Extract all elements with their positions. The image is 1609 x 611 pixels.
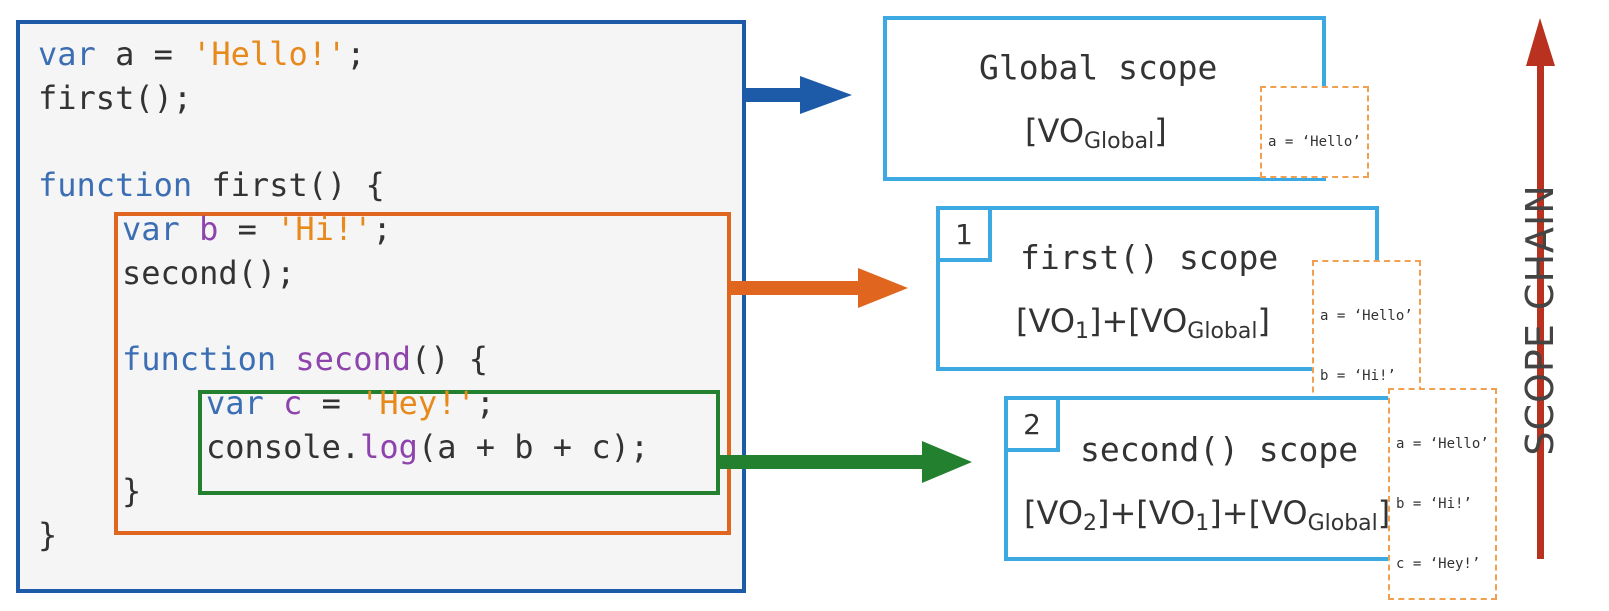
second-var-b: b = ‘Hi!’ (1396, 496, 1472, 512)
second-var-a: a = ‘Hello’ (1396, 436, 1489, 452)
global-scope-card: Global scope [VOGlobal] (883, 16, 1326, 181)
second-scope-card: 2 second() scope [VO2]+[VO1]+[VOGlobal] (1004, 396, 1447, 561)
second-scope-badge: 2 (1004, 396, 1060, 452)
code-line-4: var b = 'Hi!'; (122, 210, 392, 248)
second-function-scope-box (198, 390, 720, 495)
global-scope-title: Global scope (979, 48, 1218, 87)
first-var-b: b = ‘Hi!’ (1320, 368, 1396, 384)
second-scope-title: second() scope (1080, 430, 1359, 469)
global-arrow (746, 76, 852, 114)
first-scope-badge: 1 (936, 206, 992, 262)
code-line-7: var c = 'Hey!'; (206, 384, 495, 422)
second-arrow (720, 441, 972, 483)
code-line-6: function second() { (122, 340, 489, 378)
code-line-3: function first() { (38, 166, 385, 204)
global-code-box (16, 20, 746, 593)
first-vo-label: [VO1]+[VOGlobal] (1016, 302, 1270, 344)
code-line-1: var a = 'Hello!'; (38, 35, 366, 73)
global-vo-label: [VOGlobal] (1025, 112, 1167, 154)
global-var-a: a = ‘Hello’ (1268, 134, 1361, 150)
code-line-10: } (38, 516, 58, 554)
first-scope-title: first() scope (1020, 238, 1279, 277)
first-variables-note: a = ‘Hello’ b = ‘Hi!’ (1312, 260, 1421, 412)
first-var-a: a = ‘Hello’ (1320, 308, 1413, 324)
code-line-5: second(); (122, 254, 296, 292)
code-line-9: } (122, 472, 142, 510)
second-vo-label: [VO2]+[VO1]+[VOGlobal] (1024, 494, 1391, 536)
code-line-2: first(); (38, 79, 193, 117)
first-function-scope-box (114, 212, 731, 535)
second-variables-note: a = ‘Hello’ b = ‘Hi!’ c = ‘Hey!’ (1388, 388, 1497, 600)
scope-chain-label: SCOPE CHAIN (1518, 184, 1562, 456)
global-variables-note: a = ‘Hello’ (1260, 86, 1369, 178)
first-scope-card: 1 first() scope [VO1]+[VOGlobal] (936, 206, 1379, 371)
scope-chain-arrow (1526, 18, 1555, 559)
second-var-c: c = ‘Hey!’ (1396, 556, 1481, 572)
code-line-8: console.log(a + b + c); (206, 428, 650, 466)
first-arrow (731, 268, 908, 308)
